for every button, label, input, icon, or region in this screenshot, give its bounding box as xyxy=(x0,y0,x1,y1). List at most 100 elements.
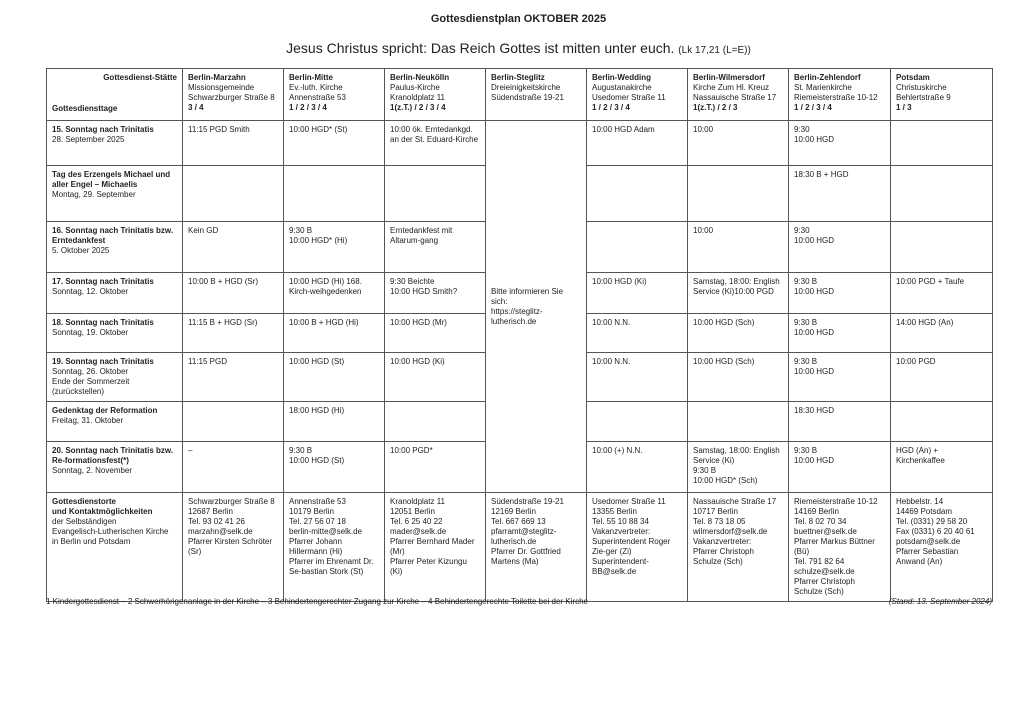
schedule-row: 19. Sonntag nach Trinitatis Sonntag, 26. … xyxy=(46,352,993,402)
service-cell: 9:30 Beichte 10:00 HGD Smith? xyxy=(384,272,486,314)
venue-info: Missionsgemeinde Schwarzburger Straße 8 xyxy=(188,83,275,102)
column-header: Berlin-Wilmersdorf Kirche Zum Hl. Kreuz N… xyxy=(687,68,789,121)
service-cell: 10:00 B + HGD (Sr) xyxy=(182,272,284,314)
contact-cell: Schwarzburger Straße 8 12687 Berlin Tel.… xyxy=(182,492,284,602)
contact-cell: Hebbelstr. 14 14469 Potsdam Tel. (0331) … xyxy=(890,492,993,602)
column-header: Berlin-Steglitz Dreieinigkeitskirche Süde… xyxy=(485,68,587,121)
day-date: Sonntag, 2. November xyxy=(52,466,133,475)
service-cell xyxy=(182,401,284,442)
day-date: 28. September 2025 xyxy=(52,135,125,144)
service-cell: 10:00 (+) N.N. xyxy=(586,441,688,493)
day-title: 17. Sonntag nach Trinitatis xyxy=(52,277,154,286)
venue-name: Berlin-Wilmersdorf xyxy=(693,73,765,82)
venue-info: Christuskirche Behlertstraße 9 xyxy=(896,83,951,102)
service-schedule-table: Gottesdienst-Stätte Gottesdiensttage Berli… xyxy=(46,68,993,602)
service-cell: 10:00 xyxy=(687,120,789,166)
schedule-row: 18. Sonntag nach Trinitatis Sonntag, 19. … xyxy=(46,313,993,353)
column-header: Berlin-Wedding Augustanakirche Usedomer S… xyxy=(586,68,688,121)
venue-features: 1 / 3 xyxy=(896,103,912,112)
venue-features: 1 / 2 / 3 / 4 xyxy=(289,103,327,112)
service-cell: 10:00 N.N. xyxy=(586,313,688,353)
day-cell: 15. Sonntag nach Trinitatis 28. September… xyxy=(46,120,183,166)
venue-features: 3 / 4 xyxy=(188,103,204,112)
steglitz-note: Bitte informieren Sie sich: https://steg… xyxy=(485,120,587,493)
service-cell xyxy=(182,165,284,222)
service-cell: Kein GD xyxy=(182,221,284,273)
service-cell: 11:15 PGD xyxy=(182,352,284,402)
venue-info: Augustanakirche Usedomer Straße 11 xyxy=(592,83,666,102)
service-cell: 9:30 10:00 HGD xyxy=(788,221,891,273)
service-cell: – xyxy=(182,441,284,493)
day-title: Tag des Erzengels Michael und aller Enge… xyxy=(52,170,171,189)
day-title: 16. Sonntag nach Trinitatis bzw. Ernteda… xyxy=(52,226,174,245)
service-cell: 10:00 PGD xyxy=(890,352,993,402)
service-cell: 18:00 HGD (Hi) xyxy=(283,401,385,442)
venue-info: Dreieinigkeitskirche Südendstraße 19-21 xyxy=(491,83,564,102)
service-cell: 10:00 HGD (Mr) xyxy=(384,313,486,353)
service-cell xyxy=(384,165,486,222)
verse-reference: (Lk 17,21 (L=E)) xyxy=(678,45,751,56)
service-cell: 9:30 B 10:00 HGD xyxy=(788,441,891,493)
corner-cell: Gottesdienst-Stätte Gottesdiensttage xyxy=(46,68,183,121)
contact-cell: Riemeisterstraße 10-12 14169 Berlin Tel.… xyxy=(788,492,891,602)
venue-name: Berlin-Mitte xyxy=(289,73,333,82)
service-cell xyxy=(687,165,789,222)
service-cell xyxy=(890,221,993,273)
service-cell: 10:00 HGD (Sch) xyxy=(687,313,789,353)
day-date: Montag, 29. September xyxy=(52,190,136,199)
service-cell: 10:00 HGD (Hi) 168. Kirch-weihgedenken xyxy=(283,272,385,314)
contacts-row: Gottesdienstorte und Kontaktmöglichkeite… xyxy=(46,492,993,602)
service-cell: Samstag, 18:00: English Service (Ki)10:0… xyxy=(687,272,789,314)
venue-features: 1(z.T.) / 2 / 3 / 4 xyxy=(390,103,446,112)
day-date: Freitag, 31. Oktober xyxy=(52,416,124,425)
service-cell: 9:30 B 10:00 HGD xyxy=(788,352,891,402)
service-cell: HGD (An) + Kirchenkaffee xyxy=(890,441,993,493)
day-title: 20. Sonntag nach Trinitatis bzw. Re-form… xyxy=(52,446,174,465)
venue-info: St. Marienkirche Riemeisterstraße 10-12 xyxy=(794,83,878,102)
service-cell xyxy=(586,221,688,273)
day-date: 5. Oktober 2025 xyxy=(52,246,110,255)
day-cell: 17. Sonntag nach Trinitatis Sonntag, 12. … xyxy=(46,272,183,314)
venue-features: 1 / 2 / 3 / 4 xyxy=(794,103,832,112)
service-cell xyxy=(586,165,688,222)
day-date: Sonntag, 19. Oktober xyxy=(52,328,129,337)
service-cell xyxy=(586,401,688,442)
service-cell xyxy=(890,165,993,222)
service-cell: 10:00 HGD Adam xyxy=(586,120,688,166)
day-cell: 16. Sonntag nach Trinitatis bzw. Ernteda… xyxy=(46,221,183,273)
day-date: Sonntag, 26. Oktober Ende der Sommerzeit… xyxy=(52,367,130,396)
day-date: Sonntag, 12. Oktober xyxy=(52,287,129,296)
column-header: Berlin-Mitte Ev.-luth. Kirche Annenstraße… xyxy=(283,68,385,121)
venue-name: Berlin-Zehlendorf xyxy=(794,73,861,82)
schedule-row: Tag des Erzengels Michael und aller Enge… xyxy=(46,165,993,222)
column-header: Berlin-Neukölln Paulus-Kirche Kranoldplat… xyxy=(384,68,486,121)
venue-info: Paulus-Kirche Kranoldplatz 11 xyxy=(390,83,445,102)
header-row: Gottesdienst-Stätte Gottesdiensttage Berli… xyxy=(46,68,993,121)
venue-features: 1 / 2 / 3 / 4 xyxy=(592,103,630,112)
verse-text: Jesus Christus spricht: Das Reich Gottes… xyxy=(286,40,675,56)
venue-name: Potsdam xyxy=(896,73,930,82)
service-cell: 10:00 HGD (St) xyxy=(283,352,385,402)
day-cell: Tag des Erzengels Michael und aller Enge… xyxy=(46,165,183,222)
service-cell xyxy=(283,165,385,222)
schedule-row: 15. Sonntag nach Trinitatis 28. September… xyxy=(46,120,993,493)
venue-features: 1(z.T.) / 2 / 3 xyxy=(693,103,738,112)
contacts-title: Gottesdienstorte und Kontaktmöglichkeite… xyxy=(52,497,153,516)
day-title: 19. Sonntag nach Trinitatis xyxy=(52,357,154,366)
service-cell: 9:30 B 10:00 HGD* (Hi) xyxy=(283,221,385,273)
service-cell: 11:15 B + HGD (Sr) xyxy=(182,313,284,353)
service-cell: 10:00 HGD (Sch) xyxy=(687,352,789,402)
service-cell xyxy=(384,401,486,442)
service-cell: 10:00 HGD (Ki) xyxy=(586,272,688,314)
day-cell: Gedenktag der Reformation Freitag, 31. Ok… xyxy=(46,401,183,442)
bible-verse: Jesus Christus spricht: Das Reich Gottes… xyxy=(0,40,1017,56)
document-title: Gottesdienstplan OKTOBER 2025 xyxy=(430,13,607,25)
service-cell: 10:00 B + HGD (Hi) xyxy=(283,313,385,353)
day-cell: 18. Sonntag nach Trinitatis Sonntag, 19. … xyxy=(46,313,183,353)
service-cell: 14:00 HGD (An) xyxy=(890,313,993,353)
contact-cell: Annenstraße 53 10179 Berlin Tel. 27 56 0… xyxy=(283,492,385,602)
column-header: Berlin-Zehlendorf St. Marienkirche Riemei… xyxy=(788,68,891,121)
day-title: Gedenktag der Reformation xyxy=(52,406,158,415)
status-date: (Stand: 13. September 2024) xyxy=(888,597,992,606)
venue-heading: Gottesdienst-Stätte xyxy=(103,73,177,82)
